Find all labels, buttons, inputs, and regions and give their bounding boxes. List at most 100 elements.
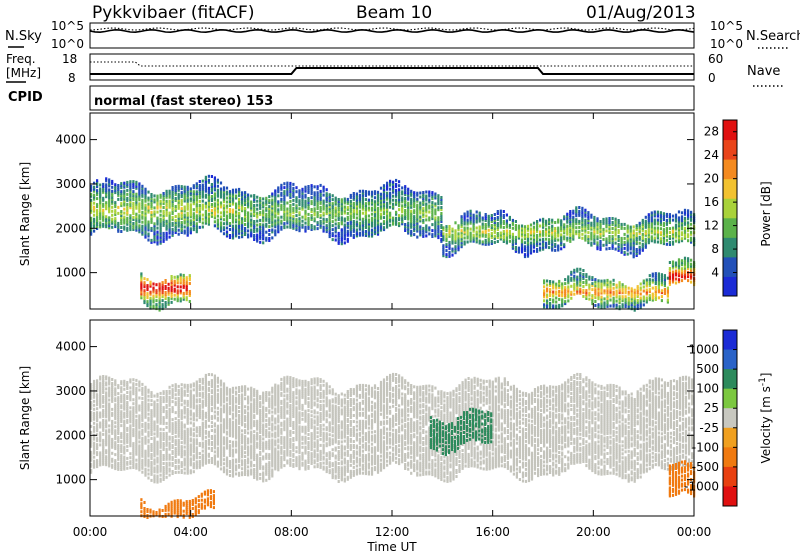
heatmap-cell xyxy=(120,468,123,471)
heatmap-cell xyxy=(105,375,108,379)
heatmap-cell xyxy=(316,201,319,205)
freq-frame xyxy=(89,53,695,81)
heatmap-cell xyxy=(322,221,325,225)
heatmap-cell xyxy=(656,214,659,218)
heatmap-cell xyxy=(99,433,102,437)
heatmap-cell xyxy=(111,441,114,445)
heatmap-cell xyxy=(143,283,146,287)
heatmap-cell xyxy=(177,212,180,216)
heatmap-cell xyxy=(195,184,198,188)
heatmap-cell xyxy=(268,201,271,205)
heatmap-cell xyxy=(431,193,434,197)
heatmap-cell xyxy=(180,217,183,220)
heatmap-cell xyxy=(195,218,198,222)
heatmap-cell xyxy=(228,214,232,217)
heatmap-cell xyxy=(563,227,566,231)
heatmap-cell xyxy=(558,279,561,283)
heatmap-cell xyxy=(585,283,588,287)
heatmap-cell xyxy=(289,211,292,215)
nsky-tick-bottom: 10^0 xyxy=(51,37,84,51)
heatmap-cell xyxy=(572,227,575,231)
heatmap-cell xyxy=(567,289,570,293)
heatmap-cell xyxy=(96,381,99,385)
heatmap-cell xyxy=(585,273,588,277)
heatmap-cell xyxy=(325,228,328,232)
heatmap-cell xyxy=(198,225,201,229)
heatmap-cell xyxy=(555,292,558,296)
heatmap-cell xyxy=(161,295,164,299)
heatmap-cell xyxy=(147,238,150,242)
heatmap-cell xyxy=(590,223,593,227)
heatmap-cell xyxy=(660,283,663,287)
heatmap-cell xyxy=(105,455,108,459)
heatmap-cell xyxy=(90,418,93,422)
heatmap-cell xyxy=(138,414,141,418)
heatmap-cell xyxy=(680,215,684,219)
heatmap-cell xyxy=(392,220,395,224)
heatmap-cell xyxy=(585,291,588,295)
heatmap-cell xyxy=(153,408,156,412)
heatmap-cell xyxy=(156,196,159,200)
heatmap-cell xyxy=(153,212,156,216)
heatmap-cell xyxy=(413,193,416,197)
heatmap-cell xyxy=(502,222,505,225)
heatmap-cell xyxy=(355,234,358,238)
heatmap-cell xyxy=(322,199,325,203)
heatmap-cell xyxy=(216,184,219,188)
heatmap-cell xyxy=(222,196,226,200)
heatmap-cell xyxy=(472,239,475,243)
heatmap-cell xyxy=(472,237,475,241)
heatmap-cell xyxy=(496,228,499,231)
heatmap-cell xyxy=(529,243,533,247)
heatmap-cell xyxy=(370,232,374,236)
heatmap-cell xyxy=(466,212,469,216)
heatmap-cell xyxy=(352,201,355,205)
heatmap-cell xyxy=(129,228,132,232)
heatmap-cell xyxy=(425,214,428,218)
heatmap-cell xyxy=(283,206,286,210)
heatmap-cell xyxy=(174,205,177,208)
heatmap-cell xyxy=(280,227,283,231)
heatmap-cell xyxy=(615,289,618,293)
heatmap-cell xyxy=(268,207,271,211)
heatmap-cell xyxy=(656,210,659,214)
heatmap-cell xyxy=(307,205,310,208)
heatmap-cell xyxy=(108,456,111,460)
heatmap-cell xyxy=(135,220,138,224)
heatmap-cell xyxy=(651,294,654,298)
heatmap-cell xyxy=(96,389,99,393)
heatmap-cell xyxy=(126,383,129,386)
heatmap-cell xyxy=(231,194,235,198)
heatmap-cell xyxy=(549,288,552,291)
heatmap-cell xyxy=(102,442,105,446)
heatmap-cell xyxy=(138,208,141,212)
heatmap-cell xyxy=(153,468,156,472)
heatmap-cell xyxy=(135,184,138,188)
heatmap-cell xyxy=(603,291,606,295)
heatmap-cell xyxy=(331,214,334,218)
heatmap-cell xyxy=(529,223,533,227)
heatmap-cell xyxy=(141,396,144,400)
heatmap-cell xyxy=(511,234,514,238)
heatmap-cell xyxy=(138,408,141,412)
heatmap-cell xyxy=(150,468,153,472)
heatmap-cell xyxy=(93,219,96,223)
heatmap-cell xyxy=(614,219,617,223)
heatmap-cell xyxy=(256,199,259,203)
heatmap-cell xyxy=(575,222,578,226)
heatmap-cell xyxy=(135,444,138,448)
heatmap-cell xyxy=(671,278,675,282)
heatmap-cell xyxy=(289,207,292,211)
heatmap-cell xyxy=(147,422,150,426)
heatmap-cell xyxy=(195,222,198,226)
heatmap-cell xyxy=(328,217,331,221)
heatmap-cell xyxy=(262,231,265,235)
heatmap-cell xyxy=(105,377,108,381)
heatmap-cell xyxy=(680,219,684,223)
heatmap-cell xyxy=(548,232,551,236)
heatmap-cell xyxy=(605,221,608,225)
heatmap-cell xyxy=(431,229,434,233)
heatmap-cell xyxy=(141,382,144,386)
heatmap-cell xyxy=(608,217,611,220)
heatmap-cell xyxy=(120,192,123,196)
